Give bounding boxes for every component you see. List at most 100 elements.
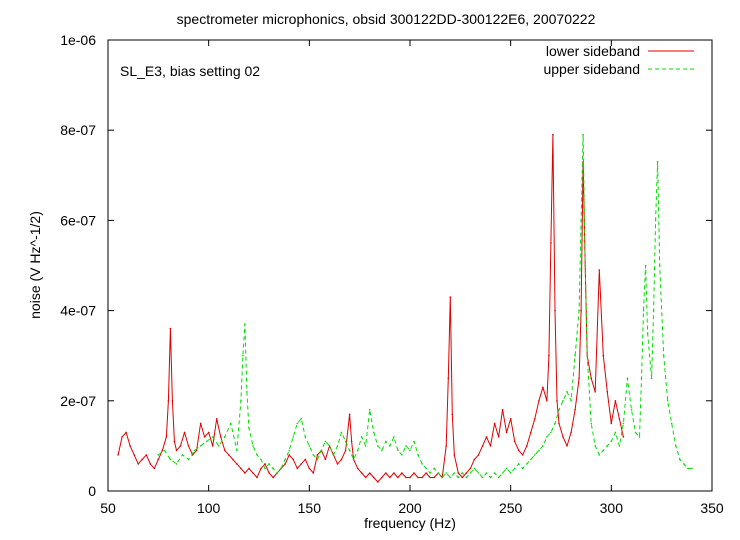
data-point xyxy=(666,400,669,402)
data-point xyxy=(558,422,560,425)
data-point xyxy=(505,467,508,470)
data-point xyxy=(356,467,359,470)
data-point xyxy=(501,472,504,474)
data-point xyxy=(405,476,407,479)
data-point xyxy=(244,472,246,474)
data-point xyxy=(161,449,164,452)
data-point xyxy=(570,431,572,434)
data-point xyxy=(169,327,172,330)
data-point xyxy=(364,445,367,447)
data-point xyxy=(381,476,383,479)
data-point xyxy=(441,476,444,479)
data-point xyxy=(622,422,625,425)
data-point xyxy=(205,440,208,443)
data-point xyxy=(566,391,568,393)
data-point xyxy=(288,449,291,452)
data-point xyxy=(165,436,168,438)
data-point xyxy=(457,472,460,474)
data-point xyxy=(316,458,319,461)
data-point xyxy=(558,409,560,411)
data-point xyxy=(554,309,556,312)
data-point xyxy=(546,400,548,402)
data-point xyxy=(409,449,411,452)
data-point xyxy=(675,445,677,447)
y-tick-label: 8e-07 xyxy=(60,122,96,138)
data-point xyxy=(429,476,431,479)
data-point xyxy=(246,391,248,393)
data-point xyxy=(580,309,582,312)
data-point xyxy=(373,431,375,434)
data-point xyxy=(570,400,572,402)
data-point xyxy=(691,467,693,470)
data-point xyxy=(401,454,403,456)
data-point xyxy=(284,463,287,465)
data-point xyxy=(453,454,456,456)
data-point xyxy=(121,436,123,438)
data-point xyxy=(157,454,160,456)
data-point xyxy=(473,458,476,461)
data-point xyxy=(175,463,178,465)
series-line-1 xyxy=(158,134,692,478)
data-point xyxy=(324,458,327,461)
data-point xyxy=(409,476,411,479)
x-tick-label: 250 xyxy=(499,500,523,516)
data-point xyxy=(268,463,270,465)
data-point xyxy=(421,476,423,479)
data-point xyxy=(125,431,127,434)
data-point xyxy=(232,458,234,461)
data-point xyxy=(586,354,588,357)
data-point xyxy=(566,445,568,447)
data-point xyxy=(296,467,299,470)
data-point xyxy=(368,472,371,474)
x-tick-label: 300 xyxy=(600,500,624,516)
data-point xyxy=(312,454,315,456)
data-point xyxy=(618,418,621,420)
data-point xyxy=(670,422,673,425)
data-point xyxy=(312,472,315,474)
data-point xyxy=(373,476,375,479)
data-point xyxy=(211,445,214,447)
data-point xyxy=(308,467,311,470)
data-point xyxy=(606,445,609,447)
data-point xyxy=(195,449,198,452)
data-point xyxy=(509,418,512,420)
data-point xyxy=(348,449,351,452)
data-point xyxy=(489,476,492,479)
data-point xyxy=(662,354,665,357)
data-point xyxy=(292,436,295,438)
data-point xyxy=(324,440,327,443)
data-point xyxy=(618,445,621,447)
data-point xyxy=(207,431,210,434)
data-point xyxy=(199,445,202,447)
data-point xyxy=(179,445,182,447)
data-point xyxy=(272,467,274,470)
data-point xyxy=(252,445,254,447)
x-tick-label: 50 xyxy=(100,500,116,516)
legend: lower sideband upper sideband xyxy=(543,43,694,77)
data-point xyxy=(296,422,299,425)
data-point xyxy=(175,449,178,452)
data-point xyxy=(173,440,176,443)
y-tick-label: 1e-06 xyxy=(60,32,96,48)
data-point xyxy=(548,354,550,357)
data-point xyxy=(268,472,270,474)
data-point xyxy=(149,463,152,465)
data-point xyxy=(469,467,472,470)
data-point xyxy=(642,309,645,312)
data-point xyxy=(594,445,596,447)
data-point xyxy=(481,445,484,447)
data-point xyxy=(163,449,166,452)
data-point xyxy=(626,377,629,380)
data-point xyxy=(385,440,387,443)
data-point xyxy=(634,431,637,434)
data-point xyxy=(336,463,339,465)
legend-label: upper sideband xyxy=(543,61,640,77)
data-point xyxy=(578,309,580,312)
data-point xyxy=(332,454,335,456)
data-point xyxy=(574,354,576,357)
data-point xyxy=(473,467,476,470)
data-point xyxy=(552,133,554,136)
x-axis-label: frequency (Hz) xyxy=(364,515,456,531)
data-point xyxy=(477,472,480,474)
data-point xyxy=(534,454,536,456)
